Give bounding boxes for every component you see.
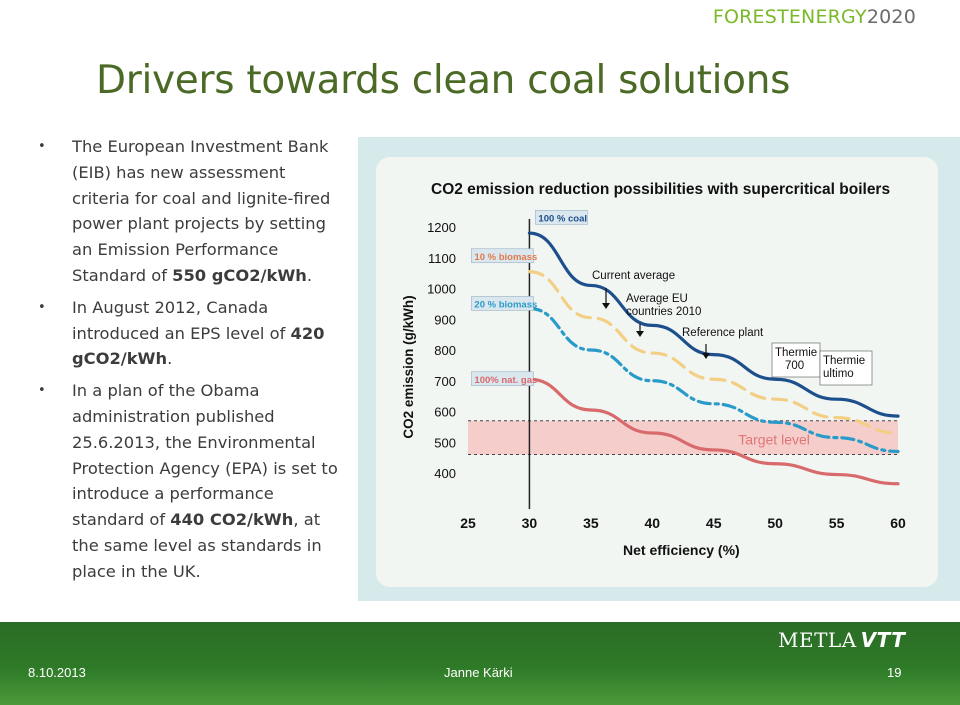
series-line-3 xyxy=(527,377,900,486)
bullet-item: • In a plan of the Obama administration … xyxy=(38,378,338,584)
bullet-bold: 440 CO2/kWh xyxy=(170,510,294,530)
x-tick-label: 35 xyxy=(583,515,599,531)
x-tick-label: 60 xyxy=(890,515,906,531)
bullet-item: • The European Investment Bank (EIB) has… xyxy=(38,134,338,289)
brand-part2: 2020 xyxy=(866,6,916,28)
bullet-dot-icon: • xyxy=(38,139,46,154)
chart-figure: CO2 emission reduction possibilities wit… xyxy=(358,137,960,601)
x-tick-label: 55 xyxy=(829,515,845,531)
series-label-0: 100 % coal xyxy=(538,213,587,224)
x-tick-label: 25 xyxy=(460,515,476,531)
chart-title: CO2 emission reduction possibilities wit… xyxy=(431,181,890,198)
series-label-1: 10 % biomass xyxy=(474,252,537,263)
annotation-label-1: countries 2010 xyxy=(626,306,701,318)
footer-bar: METLA VTT 8.10.2013 Janne Kärki 19 xyxy=(0,622,960,705)
x-tick-label: 40 xyxy=(644,515,660,531)
series-label-box-3 xyxy=(471,371,534,387)
annotation-label-3: Thermie xyxy=(775,347,817,359)
series-line-0 xyxy=(527,231,900,418)
bullet-text-end: . xyxy=(167,349,173,369)
series-label-3: 100% nat. gas xyxy=(474,375,537,386)
series-label-box-1 xyxy=(471,248,534,264)
y-tick-label: 900 xyxy=(434,312,456,327)
annotation-label-4: ultimo xyxy=(823,368,854,380)
annotation-label-3: 700 xyxy=(785,360,804,372)
series-line-1 xyxy=(527,269,900,435)
annotation-arrow-head-2 xyxy=(702,353,710,359)
y-tick-label: 400 xyxy=(434,466,456,481)
x-tick-label: 45 xyxy=(706,515,722,531)
series-line-2 xyxy=(527,306,900,454)
y-tick-label: 500 xyxy=(434,435,456,450)
annotation-arrow-head-0 xyxy=(602,303,610,309)
y-axis-label: CO2 emission (g/kWh) xyxy=(401,295,416,438)
brand-part1: FORESTENERGY xyxy=(712,6,867,28)
bullet-text: In August 2012, Canada introduced an EPS… xyxy=(72,297,291,343)
bullet-bold: 550 gCO2/kWh xyxy=(172,265,307,285)
y-tick-label: 1000 xyxy=(427,282,456,297)
y-tick-label: 600 xyxy=(434,405,456,420)
chart-svg: CO2 emission reduction possibilities wit… xyxy=(401,181,906,558)
y-tick-label: 700 xyxy=(434,374,456,389)
logo-vtt: VTT xyxy=(860,628,906,652)
y-tick-label: 1100 xyxy=(428,251,456,266)
annotation-label-4: Thermie xyxy=(823,355,865,367)
target-level-label: Target level xyxy=(738,432,810,448)
annotation-arrow-head-1 xyxy=(636,331,644,337)
brand-logo: FORESTENERGY2020 xyxy=(713,6,916,28)
bullet-bold: 420 gCO2/kWh xyxy=(72,323,325,369)
y-tick-label: 800 xyxy=(434,343,456,358)
series-label-box-2 xyxy=(471,296,534,311)
bullet-dot-icon: • xyxy=(38,299,46,315)
slide-title: Drivers towards clean coal solutions xyxy=(96,58,791,103)
annotation-label-0: Current average xyxy=(592,270,675,282)
annotation-box-4 xyxy=(819,350,873,386)
series-label-2: 20 % biomass xyxy=(474,299,537,310)
annotation-label-2: Reference plant xyxy=(682,327,764,339)
footer-author: Janne Kärki xyxy=(444,665,513,680)
bullet-text: In a plan of the Obama administration pu… xyxy=(72,381,338,530)
series-label-box-0 xyxy=(535,210,588,225)
bullet-text-end: , at the same level as standards in plac… xyxy=(72,510,322,581)
logo-metla: METLA xyxy=(778,628,857,652)
annotation-box-3 xyxy=(771,342,821,378)
y-tick-label: 1200 xyxy=(427,220,456,235)
metla-vtt-logo: METLA VTT xyxy=(778,628,905,652)
footer-date: 8.10.2013 xyxy=(28,665,86,680)
bullet-list: • The European Investment Bank (EIB) has… xyxy=(38,134,338,591)
x-tick-label: 50 xyxy=(767,515,783,531)
x-axis-label: Net efficiency (%) xyxy=(623,542,740,558)
bullet-text: The European Investment Bank (EIB) has n… xyxy=(72,137,331,285)
annotation-label-1: Average EU xyxy=(626,293,688,305)
bullet-item: • In August 2012, Canada introduced an E… xyxy=(38,295,338,372)
page-number: 19 xyxy=(887,665,902,680)
bullet-dot-icon: • xyxy=(38,383,46,399)
x-tick-label: 30 xyxy=(522,515,538,531)
bullet-text-end: . xyxy=(306,265,313,285)
